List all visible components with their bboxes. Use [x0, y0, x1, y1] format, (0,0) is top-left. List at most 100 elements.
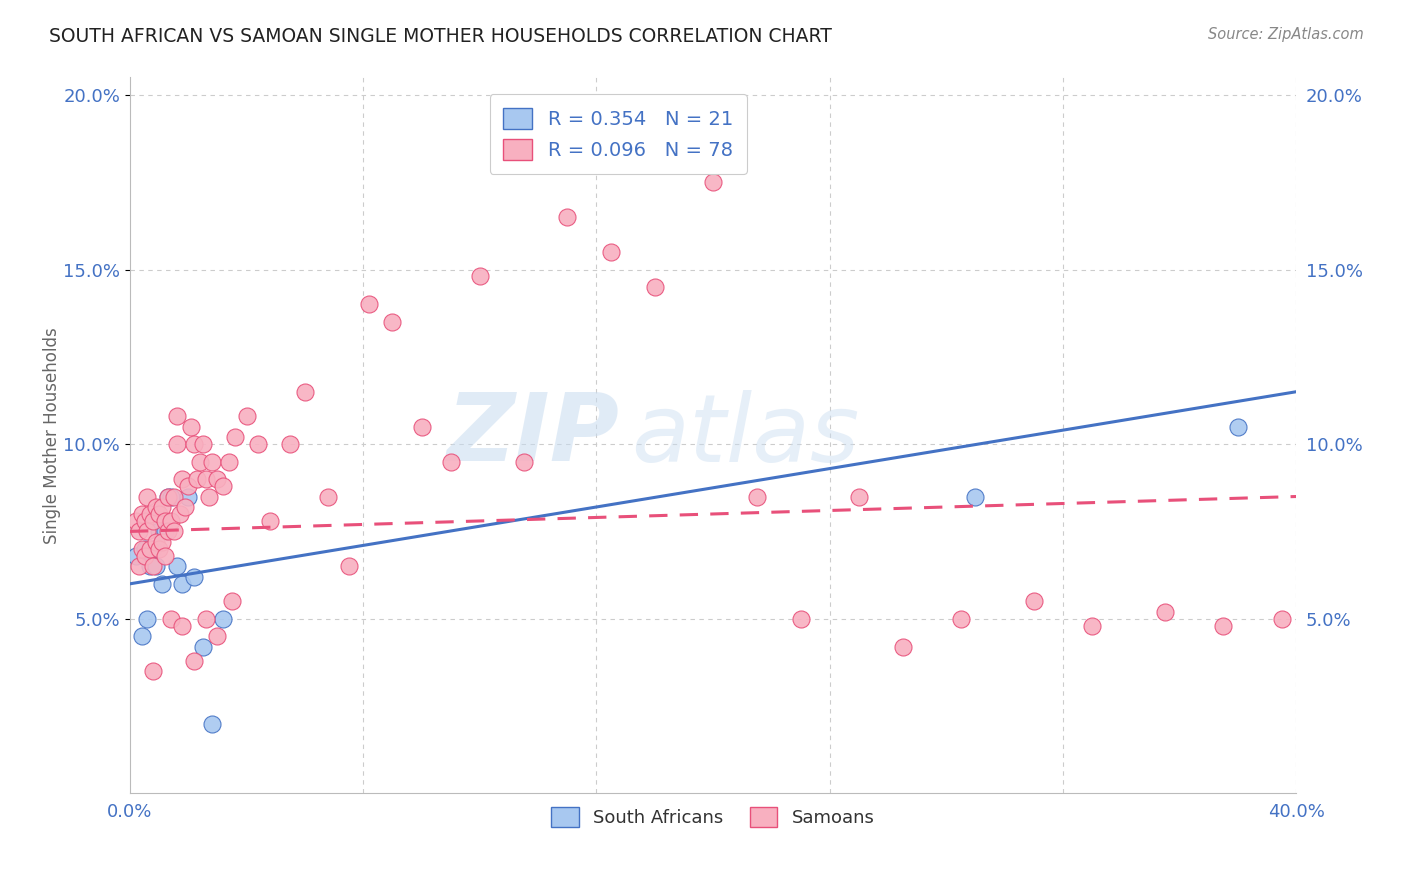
Point	[1154, 605, 1177, 619]
Point	[163, 524, 186, 539]
Point	[745, 490, 768, 504]
Point	[139, 507, 162, 521]
Point	[235, 409, 257, 424]
Point	[183, 654, 205, 668]
Point	[136, 490, 159, 504]
Point	[177, 490, 200, 504]
Text: atlas: atlas	[631, 390, 859, 481]
Point	[145, 535, 167, 549]
Text: Source: ZipAtlas.com: Source: ZipAtlas.com	[1208, 27, 1364, 42]
Point	[702, 175, 724, 189]
Point	[134, 541, 156, 556]
Point	[1271, 612, 1294, 626]
Point	[194, 612, 217, 626]
Point	[191, 640, 214, 654]
Point	[139, 541, 162, 556]
Point	[153, 514, 176, 528]
Point	[159, 514, 181, 528]
Point	[150, 577, 173, 591]
Point	[131, 629, 153, 643]
Point	[212, 479, 235, 493]
Legend: South Africans, Samoans: South Africans, Samoans	[544, 800, 882, 834]
Point	[278, 437, 301, 451]
Point	[1081, 618, 1104, 632]
Point	[183, 437, 205, 451]
Point	[224, 430, 246, 444]
Point	[891, 640, 914, 654]
Point	[221, 594, 243, 608]
Point	[156, 490, 179, 504]
Point	[191, 437, 214, 451]
Point	[166, 437, 188, 451]
Point	[247, 437, 270, 451]
Point	[357, 297, 380, 311]
Point	[207, 629, 229, 643]
Point	[555, 210, 578, 224]
Point	[145, 500, 167, 514]
Point	[848, 490, 870, 504]
Point	[166, 409, 188, 424]
Point	[148, 524, 170, 539]
Point	[174, 500, 197, 514]
Point	[136, 612, 159, 626]
Point	[212, 612, 235, 626]
Y-axis label: Single Mother Households: Single Mother Households	[44, 327, 60, 544]
Point	[600, 245, 623, 260]
Point	[145, 559, 167, 574]
Point	[949, 612, 972, 626]
Point	[136, 524, 159, 539]
Point	[183, 570, 205, 584]
Point	[159, 612, 181, 626]
Point	[163, 490, 186, 504]
Point	[259, 514, 281, 528]
Point	[153, 524, 176, 539]
Point	[411, 419, 433, 434]
Point	[197, 490, 219, 504]
Point	[128, 559, 150, 574]
Point	[186, 472, 208, 486]
Point	[440, 454, 463, 468]
Point	[1226, 419, 1249, 434]
Point	[644, 280, 666, 294]
Point	[1212, 618, 1234, 632]
Point	[316, 490, 339, 504]
Point	[172, 618, 194, 632]
Point	[128, 524, 150, 539]
Point	[142, 541, 165, 556]
Point	[131, 507, 153, 521]
Point	[166, 559, 188, 574]
Point	[1022, 594, 1045, 608]
Point	[172, 577, 194, 591]
Point	[156, 524, 179, 539]
Point	[125, 514, 148, 528]
Point	[134, 514, 156, 528]
Point	[142, 664, 165, 678]
Point	[337, 559, 360, 574]
Point	[153, 549, 176, 563]
Point	[177, 479, 200, 493]
Point	[169, 507, 191, 521]
Point	[468, 269, 491, 284]
Point	[148, 541, 170, 556]
Point	[159, 490, 181, 504]
Point	[172, 472, 194, 486]
Point	[156, 490, 179, 504]
Point	[381, 315, 404, 329]
Text: SOUTH AFRICAN VS SAMOAN SINGLE MOTHER HOUSEHOLDS CORRELATION CHART: SOUTH AFRICAN VS SAMOAN SINGLE MOTHER HO…	[49, 27, 832, 45]
Point	[200, 454, 222, 468]
Point	[789, 612, 811, 626]
Point	[207, 472, 229, 486]
Point	[200, 716, 222, 731]
Point	[194, 472, 217, 486]
Point	[125, 549, 148, 563]
Text: ZIP: ZIP	[447, 390, 620, 482]
Point	[294, 384, 316, 399]
Point	[218, 454, 240, 468]
Point	[150, 500, 173, 514]
Point	[142, 559, 165, 574]
Point	[142, 514, 165, 528]
Point	[188, 454, 211, 468]
Point	[148, 507, 170, 521]
Point	[150, 535, 173, 549]
Point	[512, 454, 534, 468]
